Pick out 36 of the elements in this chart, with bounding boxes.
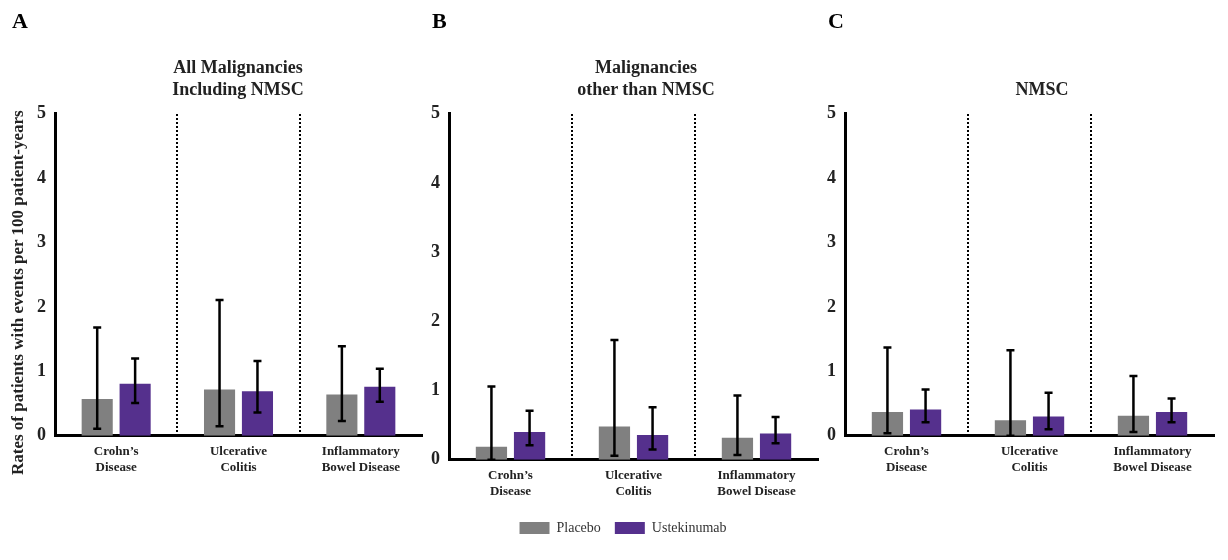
y-tick-label: 3 <box>37 231 46 252</box>
y-tick-label: 2 <box>431 310 440 331</box>
y-tick-label: 4 <box>37 166 46 187</box>
x-tick-label: Ulcerative Colitis <box>209 442 268 474</box>
legend-label: Placebo <box>556 519 601 535</box>
x-tick-label: Crohn’s Disease <box>488 466 533 498</box>
y-tick-label: 4 <box>431 171 440 192</box>
text: C <box>828 8 844 33</box>
x-tick-label: Inflammatory Bowel Disease <box>1113 442 1192 474</box>
y-tick-label: 1 <box>37 360 46 381</box>
text: B <box>432 8 447 33</box>
x-tick-label: Ulcerative Colitis <box>604 466 663 498</box>
y-tick-label: 5 <box>37 102 46 123</box>
y-tick-label: 4 <box>827 166 836 187</box>
chart-title: NMSC <box>1014 78 1070 100</box>
y-tick-label: 0 <box>431 448 440 469</box>
y-tick-label: 5 <box>827 102 836 123</box>
y-tick-label: 3 <box>431 240 440 261</box>
y-tick-label: 0 <box>37 424 46 445</box>
chart-title: Malignancies other than NMSC <box>576 56 716 100</box>
y-tick-label: 2 <box>37 295 46 316</box>
y-tick-label: 0 <box>827 424 836 445</box>
x-tick-label: Inflammatory Bowel Disease <box>321 442 401 474</box>
y-tick-label: 3 <box>827 231 836 252</box>
y-tick-label: 5 <box>431 102 440 123</box>
y-axis-title: Rates of patients with events per 100 patient-years <box>8 109 28 478</box>
legend-label: Ustekinumab <box>651 519 727 535</box>
y-tick-label: 1 <box>431 379 440 400</box>
x-tick-label: Crohn’s Disease <box>884 442 929 474</box>
y-tick-label: 1 <box>827 360 836 381</box>
text: A <box>12 8 28 33</box>
x-tick-label: Crohn’s Disease <box>93 442 139 474</box>
y-tick-label: 2 <box>827 295 836 316</box>
chart-title: All Malignancies Including NMSC <box>171 56 305 100</box>
x-tick-label: Inflammatory Bowel Disease <box>717 466 796 498</box>
x-tick-label: Ulcerative Colitis <box>1000 442 1059 474</box>
